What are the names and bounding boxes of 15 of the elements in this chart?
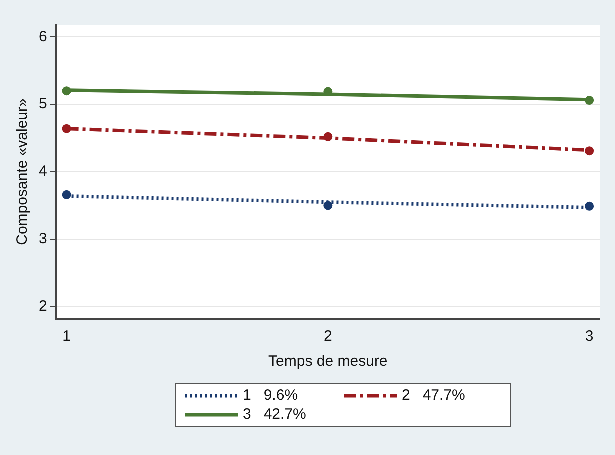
point <box>324 201 333 210</box>
y-tick-label: 4 <box>39 163 48 180</box>
y-tick-label: 5 <box>39 96 48 113</box>
y-axis-title: Composante «valeur» <box>14 98 32 246</box>
y-tick-label: 3 <box>39 230 48 248</box>
x-tick-label: 1 <box>62 328 71 346</box>
x-tick-label: 3 <box>585 328 594 346</box>
y-tick-label: 6 <box>39 28 48 46</box>
legend-label: 1 9.6% <box>243 387 298 404</box>
x-tick-label: 2 <box>324 328 332 346</box>
legend-label: 3 42.7% <box>243 406 306 423</box>
point <box>585 146 594 156</box>
y-tick-label: 2 <box>39 298 48 316</box>
legend-label: 2 47.7% <box>402 387 466 404</box>
x-axis-title: Temps de mesure <box>268 353 388 370</box>
